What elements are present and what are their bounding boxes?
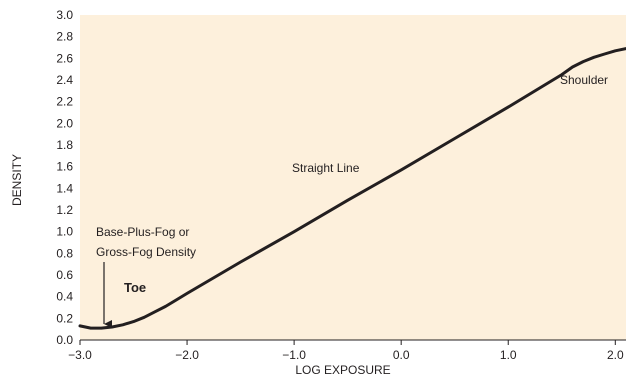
y-tick-label: 1.0 [56, 225, 73, 239]
y-tick-label: 2.8 [56, 30, 73, 44]
annotation-base-fog-line1: Base-Plus-Fog or [96, 225, 189, 239]
x-axis: −3.0 −2.0 −1.0 0.0 1.0 2.0 [68, 340, 624, 362]
plot-area [80, 15, 626, 340]
y-tick-label: 1.6 [56, 160, 73, 174]
y-tick-label: 1.4 [56, 181, 73, 195]
y-axis: 0.0 0.2 0.4 0.6 0.8 1.0 1.2 1.4 1.6 1.8 2.0 2.2 2.4 2… [56, 8, 73, 347]
x-tick-label: 1.0 [500, 348, 517, 362]
density-curve [78, 47, 626, 330]
y-tick-label: 2.6 [56, 51, 73, 65]
y-tick-label: 2.2 [56, 95, 73, 109]
annotation-base-fog-line2: Gross-Fog Density [96, 245, 196, 259]
y-axis-title: DENSITY [10, 154, 24, 206]
y-tick-label: 1.8 [56, 138, 73, 152]
x-tick-label: 0.0 [393, 348, 410, 362]
x-axis-title: LOG EXPOSURE [295, 363, 390, 377]
x-tick-label: −2.0 [175, 348, 199, 362]
annotation-straight-line: Straight Line [292, 161, 360, 175]
y-tick-label: 3.0 [56, 8, 73, 22]
y-tick-label: 2.0 [56, 116, 73, 130]
y-tick-label: 1.2 [56, 203, 73, 217]
y-tick-label: 0.8 [56, 246, 73, 260]
y-tick-label: 2.4 [56, 73, 73, 87]
x-tick-label: −3.0 [68, 348, 92, 362]
y-tick-label: 0.6 [56, 268, 73, 282]
y-tick-label: 0.0 [56, 333, 73, 347]
x-tick-label: 2.0 [607, 348, 624, 362]
annotation-shoulder: Shoulder [560, 73, 608, 87]
y-tick-label: 0.4 [56, 290, 73, 304]
y-tick-label: 0.2 [56, 311, 73, 325]
x-tick-label: −1.0 [282, 348, 306, 362]
annotation-toe: Toe [124, 280, 146, 295]
